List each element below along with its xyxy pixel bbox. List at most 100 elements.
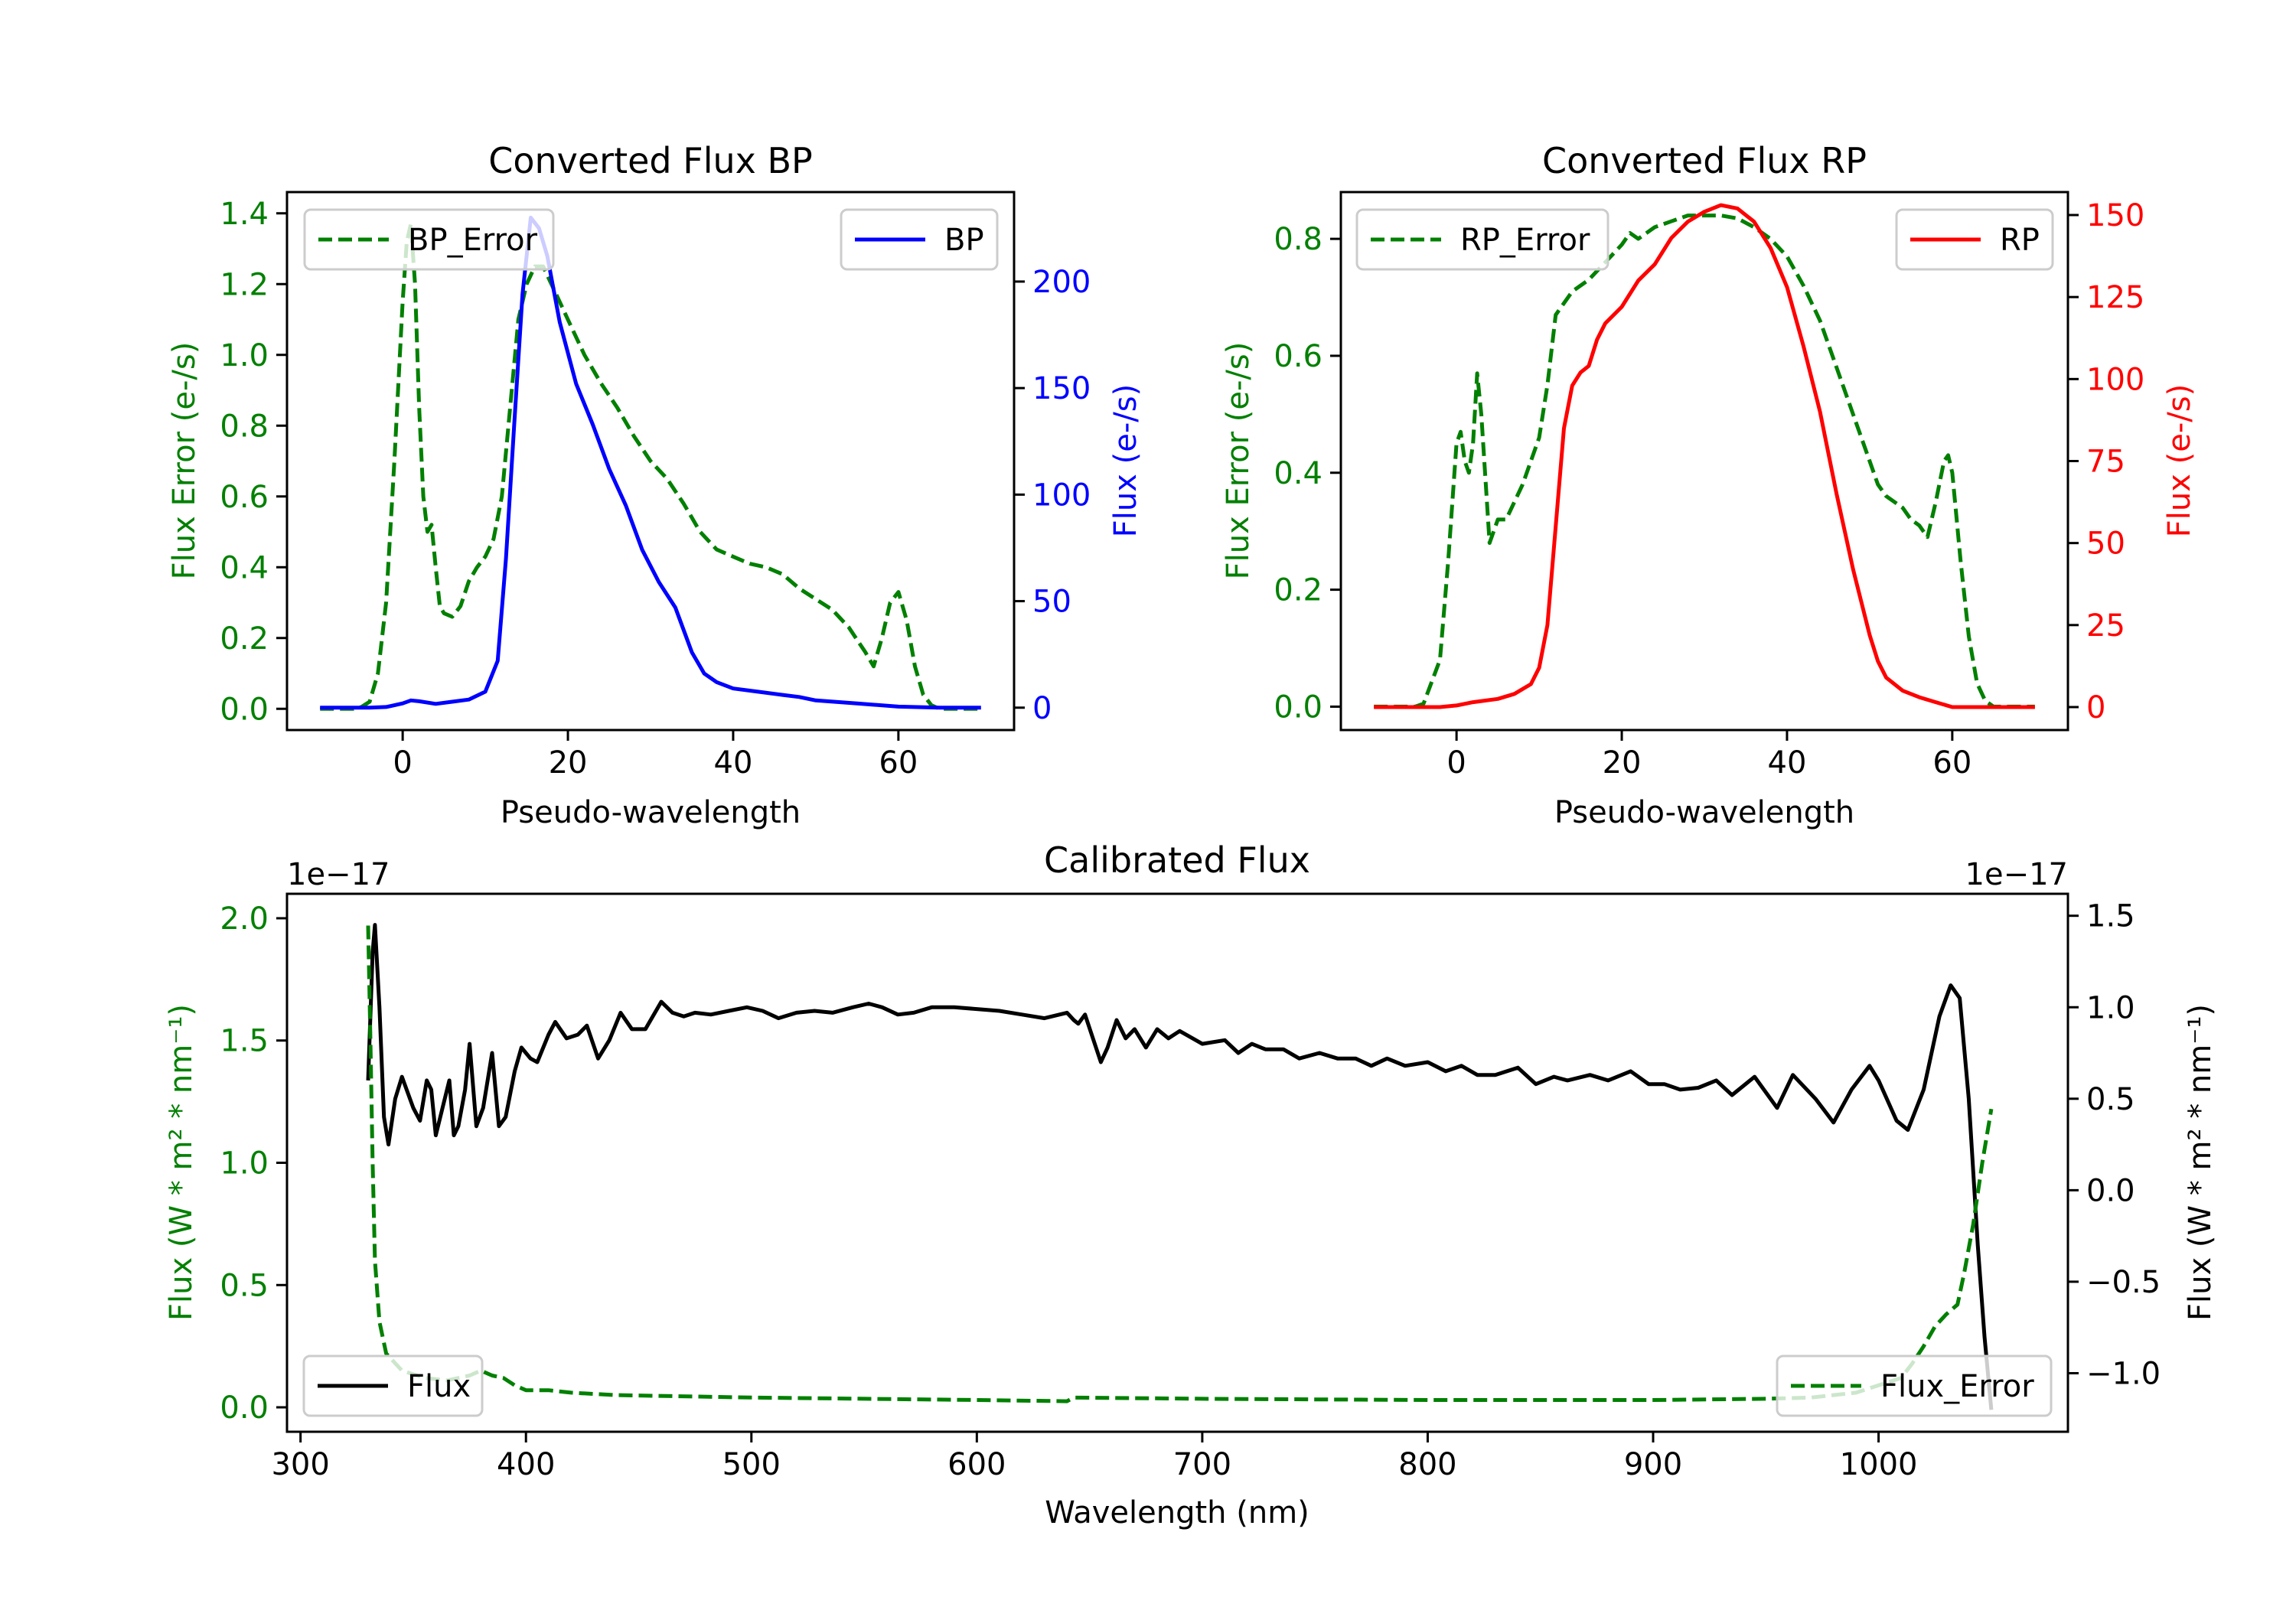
y-tick-label-left: 1.4: [220, 197, 269, 232]
x-tick-label: 1000: [1840, 1447, 1918, 1482]
legend-flux: Flux: [302, 1354, 484, 1417]
y-tick-label-right: 200: [1032, 265, 1091, 300]
x-tick-label: 60: [879, 745, 918, 781]
y-axis-left-offset-label: 1e−17: [287, 857, 390, 892]
y-tick-label-left: 0.8: [1274, 222, 1322, 257]
y-axis-right: 0 25 50 75 100 125 150: [2068, 198, 2144, 725]
y-tick-label-right: 0.0: [2086, 1173, 2135, 1208]
y-tick-label-right: 100: [1032, 478, 1091, 513]
series-line-bp: [320, 215, 981, 710]
x-tick-label: 500: [722, 1447, 781, 1482]
legend-box: [303, 208, 555, 271]
chart-title: Converted Flux BP: [488, 140, 813, 181]
panel-converted-flux-bp: Converted Flux BP 0 20 40 60 0.00.20.40.60.…: [167, 140, 1143, 830]
legend-rp-error: RP_Error: [1355, 208, 1609, 271]
x-axis: 0 20 40 60: [393, 730, 918, 781]
y-axis-right: −1.0 −0.5 0.0 0.5 1.0 1.5: [2068, 899, 2161, 1391]
chart-title: Calibrated Flux: [1044, 839, 1310, 881]
y-tick-label-left: 0.2: [1274, 573, 1322, 608]
legend-box: [1355, 208, 1609, 271]
x-tick-label: 40: [714, 745, 753, 781]
x-tick-label: 700: [1173, 1447, 1231, 1482]
panel-calibrated-flux: Calibrated Flux 1e−17 1e−17 300 400 500 600…: [164, 839, 2218, 1530]
y-tick-label-left: 0.5: [220, 1268, 269, 1303]
x-axis-label: Pseudo-wavelength: [501, 795, 801, 830]
x-axis-label: Wavelength (nm): [1045, 1495, 1309, 1530]
axes-frame: [285, 892, 2069, 1433]
y-tick-label-right: 50: [2086, 526, 2125, 562]
series-layer: [1374, 203, 2035, 709]
y-tick-label-left: 0.8: [220, 409, 269, 444]
y-tick-label-right: 25: [2086, 608, 2125, 644]
y-tick-label-left: 0.2: [220, 621, 269, 657]
legend-label: RP: [2000, 223, 2040, 258]
x-tick-label: 300: [271, 1447, 329, 1482]
y-axis-left: 0.0 0.2 0.4 0.6 0.8 1.0 1.2 1.4: [220, 197, 287, 727]
x-axis-label: Pseudo-wavelength: [1554, 795, 1854, 830]
x-tick-label: 600: [947, 1447, 1006, 1482]
y-tick-label-left: 0.6: [220, 480, 269, 515]
y-tick-label-right: 150: [1032, 371, 1091, 406]
series-layer: [366, 923, 1994, 1410]
legend-label: RP_Error: [1460, 223, 1590, 258]
y-tick-label-right: 125: [2086, 280, 2144, 315]
legend-label: Flux_Error: [1880, 1369, 2034, 1404]
y-tick-label-right: 100: [2086, 362, 2144, 397]
y-tick-label-left: 0.0: [1274, 689, 1322, 725]
series-line-bp-error: [320, 222, 981, 711]
legend-bp-error: BP_Error: [303, 208, 555, 271]
y-tick-label-right: 1.5: [2086, 899, 2135, 934]
legend-box: [302, 1354, 484, 1417]
y-axis-left: 0.0 0.5 1.0 1.5 2.0: [220, 901, 287, 1426]
y-tick-label-right: 0.5: [2086, 1082, 2135, 1117]
x-axis: 0 20 40 60: [1446, 730, 1971, 781]
y-axis-right-offset-label: 1e−17: [1965, 857, 2068, 892]
legend-label: Flux: [407, 1369, 471, 1404]
x-tick-label: 400: [497, 1447, 555, 1482]
x-tick-label: 0: [1446, 745, 1466, 781]
y-tick-label-left: 1.2: [220, 267, 269, 302]
legend-label: BP_Error: [408, 223, 538, 258]
x-tick-label: 60: [1932, 745, 1971, 781]
y-tick-label-right: 1.0: [2086, 990, 2135, 1025]
legend-flux-error: Flux_Error: [1776, 1354, 2053, 1417]
series-line-rp-error: [1374, 214, 2035, 709]
y-tick-label-left: 0.4: [220, 550, 269, 585]
y-axis-right-label: Flux (e-/s): [1108, 384, 1143, 537]
y-tick-label-left: 0.0: [220, 692, 269, 727]
x-tick-label: 0: [393, 745, 412, 781]
y-tick-label-left: 0.6: [1274, 339, 1322, 374]
y-axis-right: 0 50 100 150 200: [1014, 265, 1091, 726]
axes-frame: [285, 191, 1016, 732]
chart-title: Converted Flux RP: [1542, 140, 1867, 181]
x-axis: 300 400 500 600 700 800 900 1000: [271, 1432, 1917, 1482]
legend-label: BP: [944, 223, 984, 258]
y-axis-left-label: Flux (W * m² * nm⁻¹): [164, 1004, 199, 1321]
y-tick-label-right: −1.0: [2086, 1356, 2161, 1391]
y-axis-left-label: Flux Error (e-/s): [167, 342, 202, 580]
series-layer: [320, 215, 981, 711]
y-axis-right-label: Flux (W * m² * nm⁻¹): [2183, 1004, 2218, 1321]
legend-box: [1776, 1354, 2053, 1417]
legend-bp: BP: [840, 208, 999, 271]
x-tick-label: 20: [549, 745, 588, 781]
y-tick-label-left: 0.4: [1274, 456, 1322, 491]
y-tick-label-right: 0: [1032, 691, 1052, 726]
y-tick-label-right: 75: [2086, 445, 2125, 480]
series-line-rp: [1374, 203, 2035, 709]
y-tick-label-left: 1.0: [220, 338, 269, 373]
y-tick-label-right: 150: [2086, 198, 2144, 233]
y-tick-label-left: 2.0: [220, 901, 269, 937]
y-tick-label-left: 0.0: [220, 1390, 269, 1426]
series-line-flux-error: [366, 925, 1994, 1403]
x-tick-label: 900: [1624, 1447, 1682, 1482]
y-tick-label-right: 50: [1032, 585, 1071, 620]
legend-rp: RP: [1895, 208, 2054, 271]
y-axis-left-label: Flux Error (e-/s): [1221, 342, 1256, 580]
y-axis-right-label: Flux (e-/s): [2162, 384, 2197, 537]
x-tick-label: 800: [1398, 1447, 1456, 1482]
x-tick-label: 40: [1768, 745, 1807, 781]
axes-frame: [1339, 191, 2069, 732]
x-tick-label: 20: [1603, 745, 1642, 781]
